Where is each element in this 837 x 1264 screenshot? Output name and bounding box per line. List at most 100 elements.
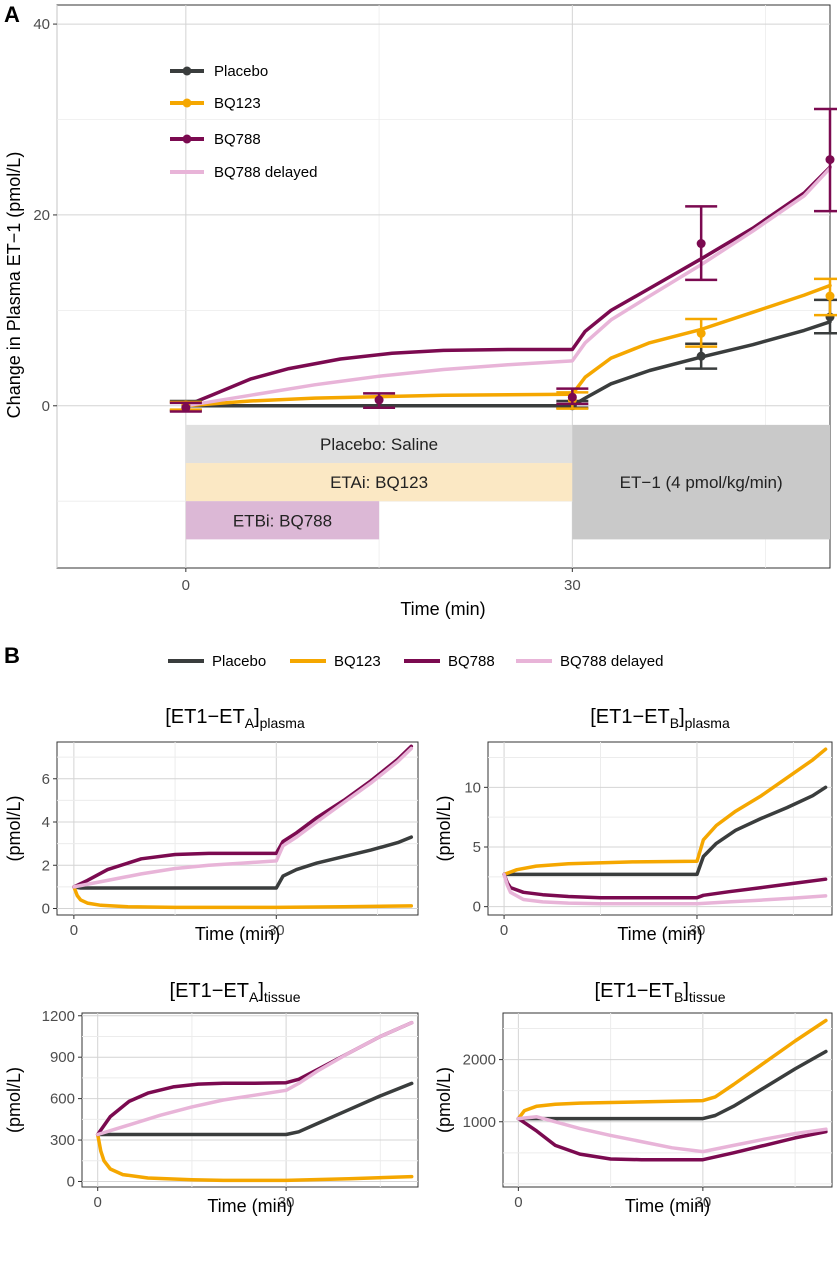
panelb3-title-main: [ET1−ET (170, 980, 249, 1002)
panelb4-ytick-2000: 2000 (463, 1052, 496, 1069)
legend-a-placebo-label: Placebo (214, 63, 268, 80)
panelb2-xtick-0: 0 (500, 922, 508, 939)
ytick-40: 40 (33, 16, 50, 33)
panelb1-line-placebo (72, 835, 414, 890)
panelb2-xlabel: Time (min) (617, 924, 702, 944)
panelb3-xtick-30: 30 (278, 1194, 295, 1211)
panelb1-ytick-2: 2 (42, 857, 50, 874)
legend-a-bq788-label: BQ788 (214, 131, 261, 148)
band-1 (185, 463, 573, 502)
panelb2-title: [ET1−ETB]plasma (590, 706, 730, 731)
panelb4-title-sub-b: tissue (689, 989, 726, 1005)
panel-a-chart: Placebo: Saline ETAi: BQ123 ETBi: BQ788 ET−… (4, 4, 837, 619)
panelb1-ytick-0: 0 (42, 901, 50, 918)
panelb1-ylabel: (pmol/L) (4, 795, 24, 861)
line-a-bq123 (184, 283, 832, 408)
band-3 (572, 424, 830, 540)
panel-a-label: A (4, 2, 20, 27)
band-0 (185, 424, 573, 464)
panelb1-frame (56, 741, 419, 916)
panel-b-legend: Placebo BQ123 BQ788 BQ788 delayed (168, 653, 663, 670)
panelb1-line-bq788 (72, 744, 414, 889)
panelb2-title-sub-b: plasma (685, 715, 730, 731)
legend-a-bq123-label: BQ123 (214, 95, 261, 112)
panelb4-line-bq788 (516, 1116, 828, 1162)
panelb4-title-sub-a: B (674, 989, 683, 1005)
point-placebo-2 (696, 351, 706, 361)
panelb2-title-sub-a: B (670, 715, 679, 731)
panel-b2-chart: 0 30 0 5 10 Time (min) (pmol/L) [ET1−ETB]plasma (434, 706, 833, 944)
point-bq788-3 (696, 239, 706, 249)
panelb1-line-bq123 (72, 885, 414, 910)
panelb3-xtick-0: 0 (94, 1194, 102, 1211)
panelb4-ytick-1000: 1000 (463, 1114, 496, 1131)
panelb4-xlabel: Time (min) (625, 1196, 710, 1216)
ytick-0: 0 (42, 398, 50, 415)
ytick-20: 20 (33, 207, 50, 224)
line-a-bq788-delayed (184, 166, 832, 408)
line-a-bq788 (184, 165, 832, 408)
panelb3-title: [ET1−ETA]tissue (170, 980, 301, 1005)
point-bq123-3 (825, 291, 835, 301)
panelb4-ylabel: (pmol/L) (434, 1067, 454, 1133)
panelb3-ytick-1200: 1200 (42, 1008, 75, 1025)
panelb2-ytick-0: 0 (473, 899, 481, 916)
point-bq788-2 (567, 392, 577, 402)
panelb4-title-bracket: ] (683, 980, 689, 1002)
panelb1-xlabel: Time (min) (195, 924, 280, 944)
panelb2-line-placebo (502, 785, 828, 877)
panelb2-title-main: [ET1−ET (590, 706, 669, 728)
panelb3-ytick-300: 300 (50, 1132, 75, 1149)
point-bq788-1 (374, 395, 384, 405)
panelb3-line-bq123 (95, 1132, 414, 1183)
panel-a-legend: Placebo BQ123 BQ788 BQ788 delayed (170, 63, 317, 181)
legend-b-bq123-label: BQ123 (334, 653, 381, 670)
legend-a-placebo-dot (182, 66, 192, 76)
panelb3-ytick-900: 900 (50, 1049, 75, 1066)
panelb4-title-main: [ET1−ET (595, 980, 674, 1002)
point-bq788-0 (181, 403, 191, 413)
panelb2-title-bracket: ] (679, 706, 685, 728)
panel-a-ticks: 0 30 0 20 40 (33, 16, 580, 594)
panelb2-ylabel: (pmol/L) (434, 795, 454, 861)
point-bq788-4 (825, 155, 835, 165)
legend-a-bq788-delayed-label: BQ788 delayed (214, 164, 317, 181)
panelb2-line-bq788-delayed (502, 872, 828, 906)
panel-b-label: B (4, 643, 20, 668)
panelb1-title-main: [ET1−ET (165, 706, 244, 728)
panelb3-title-bracket: ] (258, 980, 264, 1002)
panelb3-title-sub-b: tissue (264, 989, 301, 1005)
band-label-0: Placebo: Saline (320, 435, 438, 454)
panelb4-line-placebo (516, 1049, 828, 1121)
panelb4-title: [ET1−ETB]tissue (595, 980, 726, 1005)
point-bq123-2 (696, 328, 706, 338)
band-label-3: ET−1 (4 pmol/kg/min) (620, 473, 783, 492)
xtick-0: 0 (182, 577, 190, 594)
panelb2-frame (487, 741, 833, 916)
panel-a-observations (169, 107, 837, 413)
panelb1-title-sub-b: plasma (260, 715, 305, 731)
panelb1-title: [ET1−ETA]plasma (165, 706, 305, 731)
panelb2-line-bq788 (502, 872, 828, 900)
panelb1-ytick-6: 6 (42, 771, 50, 788)
panelb1-title-sub-a: A (245, 715, 255, 731)
panelb4-xtick-0: 0 (514, 1194, 522, 1211)
legend-b-bq788-delayed-label: BQ788 delayed (560, 653, 663, 670)
panelb2-xtick-30: 30 (689, 922, 706, 939)
panelb3-line-placebo (95, 1081, 414, 1137)
panel-b4-chart: 0 30 1000 2000 Time (min) (pmol/L) [ET1−ETB]ti… (434, 980, 833, 1216)
panelb4-xtick-30: 30 (695, 1194, 712, 1211)
panel-b1-chart: 0 30 0 2 4 6 Time (min) (pmol/L) [ET1−ETA]plasma (4, 706, 419, 944)
panelb3-ytick-0: 0 (67, 1173, 75, 1190)
legend-a-bq123-dot (182, 98, 192, 108)
panelb4-line-bq788-delayed (516, 1115, 828, 1154)
panelb1-title-bracket: ] (254, 706, 260, 728)
legend-b-placebo-label: Placebo (212, 653, 266, 670)
panelb2-ytick-5: 5 (473, 839, 481, 856)
panelb3-title-sub-a: A (249, 989, 259, 1005)
panelb3-line-bq788-delayed (95, 1020, 414, 1137)
panelb2-line-bq123 (502, 747, 828, 877)
panel-a-lines (184, 165, 832, 408)
